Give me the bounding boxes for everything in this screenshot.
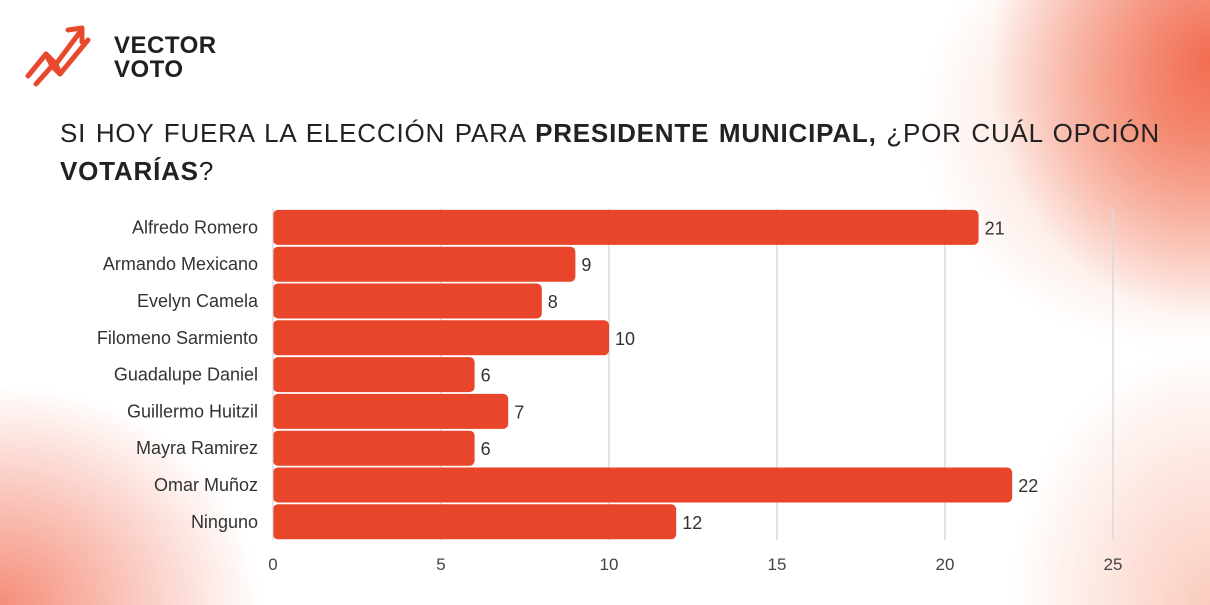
value-label-0: 21 — [985, 218, 1005, 238]
category-label-7: Omar Muñoz — [154, 475, 258, 495]
value-label-1: 9 — [581, 255, 591, 275]
category-label-8: Ninguno — [191, 512, 258, 532]
x-tick-label-4: 20 — [936, 555, 955, 574]
value-label-3: 10 — [615, 329, 635, 349]
x-tick-label-2: 10 — [600, 555, 619, 574]
category-label-3: Filomeno Sarmiento — [97, 328, 258, 348]
brand-line-2: VOTO — [114, 56, 184, 83]
bar-7 — [273, 467, 1013, 503]
x-tick-label-3: 15 — [768, 555, 787, 574]
survey-question: SI HOY FUERA LA ELECCIÓN PARA PRESIDENTE… — [60, 114, 1160, 190]
bar-1 — [273, 246, 576, 282]
value-label-8: 12 — [682, 513, 702, 533]
question-part-2: ¿POR CUÁL OPCIÓN — [876, 118, 1160, 148]
x-tick-label-5: 25 — [1104, 555, 1123, 574]
x-tick-label-1: 5 — [436, 555, 445, 574]
value-label-2: 8 — [548, 292, 558, 312]
bar-5 — [273, 393, 509, 429]
brand-logo: VECTOR VOTO — [22, 14, 262, 94]
question-part-1: SI HOY FUERA LA ELECCIÓN PARA — [60, 118, 536, 148]
arrow-up-trend-icon — [25, 25, 91, 87]
bar-3 — [273, 320, 609, 356]
category-label-5: Guillermo Huitzil — [127, 401, 258, 421]
value-label-7: 22 — [1018, 476, 1038, 496]
value-label-6: 6 — [481, 439, 491, 459]
brand-line-1: VECTOR — [114, 32, 217, 59]
category-label-6: Mayra Ramirez — [136, 438, 258, 458]
question-bold-2: VOTARÍAS — [60, 156, 199, 186]
category-label-4: Guadalupe Daniel — [114, 365, 258, 385]
category-label-2: Evelyn Camela — [137, 291, 259, 311]
x-tick-label-0: 0 — [268, 555, 277, 574]
value-label-4: 6 — [481, 366, 491, 386]
bar-2 — [273, 283, 542, 319]
question-part-3: ? — [198, 156, 215, 186]
brand-name: VECTOR VOTO — [114, 34, 217, 82]
bar-6 — [273, 430, 475, 466]
bar-0 — [273, 209, 979, 245]
category-label-1: Armando Mexicano — [103, 254, 258, 274]
category-label-0: Alfredo Romero — [132, 217, 258, 237]
question-bold-1: PRESIDENTE MUNICIPAL, — [535, 118, 877, 148]
bar-4 — [273, 357, 475, 393]
value-label-5: 7 — [514, 402, 524, 422]
bar-8 — [273, 504, 677, 540]
